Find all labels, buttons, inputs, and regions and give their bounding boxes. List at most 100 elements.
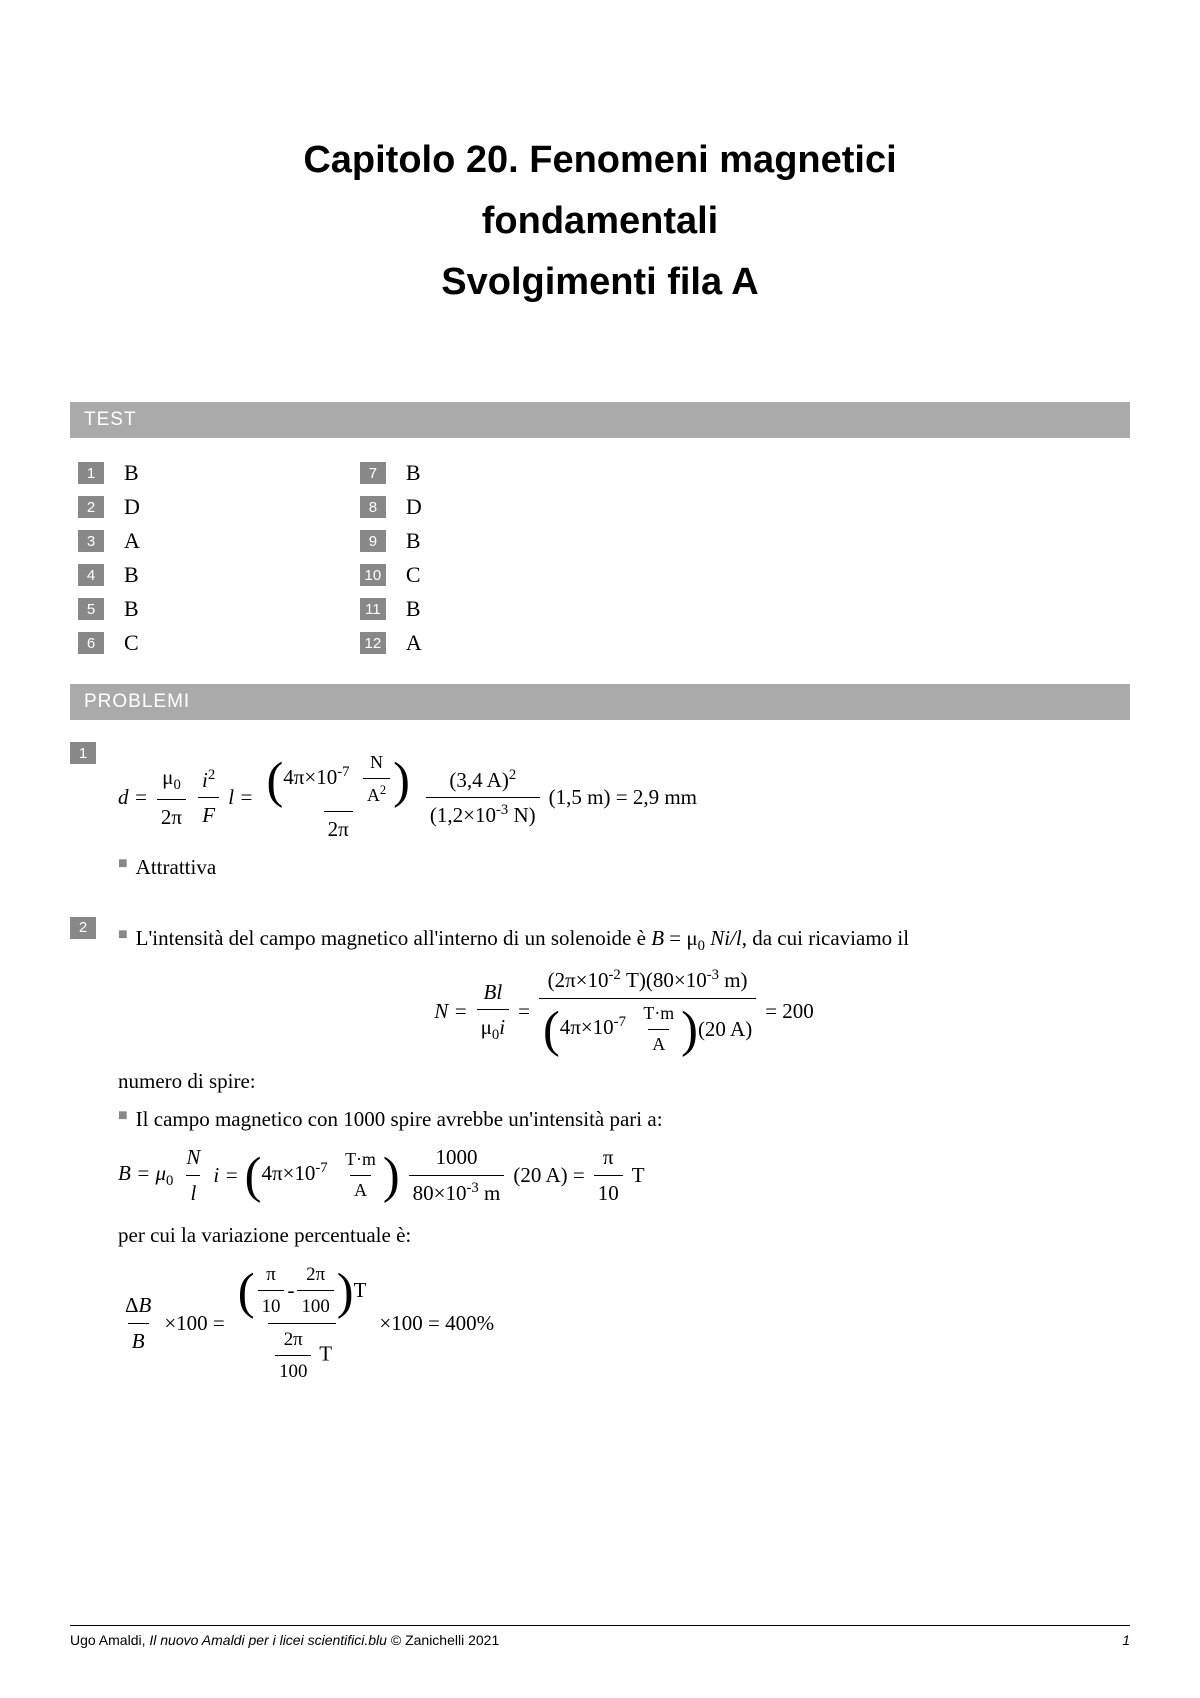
- question-number: 2: [78, 496, 104, 518]
- answer-letter: B: [406, 460, 421, 486]
- problems-block: 1 d = μ0 2π i2 F l = ( 4π×10-7: [70, 742, 1130, 1393]
- test-row: 7B: [360, 460, 422, 486]
- fraction: (3,4 A)2 (1,2×10-3 N): [426, 765, 540, 831]
- answer-letter: B: [406, 528, 421, 554]
- math-text: -7: [337, 765, 349, 781]
- math-text: -3: [496, 802, 508, 818]
- math-text: 100: [275, 1355, 311, 1385]
- fraction: ΔB B: [121, 1290, 155, 1356]
- answer-letter: C: [124, 630, 139, 656]
- math-text: ×100 =: [164, 1308, 224, 1338]
- problem-2-text1: ■ L'intensità del campo magnetico all'in…: [118, 923, 1130, 958]
- problem-2-text3: ■ Il campo magnetico con 1000 spire avre…: [118, 1104, 1130, 1134]
- question-number: 11: [360, 598, 386, 620]
- math-text: B: [139, 1293, 152, 1317]
- fraction: 1000 80×10-3 m: [409, 1142, 505, 1208]
- fraction: i2 F: [198, 765, 219, 831]
- math-text: m: [479, 1181, 501, 1205]
- question-number: 9: [360, 530, 386, 552]
- math-text: T)(80×10: [621, 968, 707, 992]
- body-text: Ni/l: [705, 926, 742, 950]
- math-text: F: [198, 797, 219, 830]
- answer-letter: D: [406, 494, 422, 520]
- math-text: 10: [258, 1290, 285, 1320]
- math-text: N: [182, 1142, 204, 1174]
- title-line-1: Capitolo 20. Fenomeni magnetici: [70, 130, 1130, 191]
- bullet-icon: ■: [118, 1104, 128, 1127]
- test-row: 1B: [78, 460, 140, 486]
- test-row: 6C: [78, 630, 140, 656]
- math-text: B: [128, 1323, 149, 1356]
- problem-1: 1 d = μ0 2π i2 F l = ( 4π×10-7: [70, 742, 1130, 889]
- math-text: N =: [434, 996, 467, 1026]
- math-text: μ: [481, 1015, 492, 1039]
- math-text: 2π: [157, 799, 186, 832]
- fraction: π 10: [594, 1142, 623, 1208]
- problem-1-bullet: ■ Attrattiva: [118, 852, 1130, 882]
- math-text: 2π: [280, 1326, 307, 1355]
- footer-publisher: © Zanichelli 2021: [387, 1632, 499, 1648]
- answer-letter: B: [406, 596, 421, 622]
- footer-author: Ugo Amaldi,: [70, 1632, 149, 1648]
- question-number: 8: [360, 496, 386, 518]
- math-text: π: [262, 1261, 280, 1290]
- test-row: 11 B: [360, 596, 422, 622]
- question-number: 7: [360, 462, 386, 484]
- body-text: B: [651, 926, 664, 950]
- math-text: (1,5 m) = 2,9 mm: [549, 782, 697, 812]
- math-text: l: [186, 1175, 200, 1208]
- math-text: T·m: [639, 1001, 678, 1029]
- problem-2-text4: per cui la variazione percentuale è:: [118, 1220, 1130, 1250]
- math-text: -7: [614, 1014, 626, 1030]
- math-text: 2π: [324, 811, 353, 844]
- math-text: A: [350, 1175, 371, 1204]
- math-text: μ: [162, 765, 173, 789]
- math-text: 10: [594, 1175, 623, 1208]
- body-text: L'intensità del campo magnetico all'inte…: [136, 926, 652, 950]
- title-line-2: fondamentali: [70, 191, 1130, 252]
- problem-number: 2: [70, 917, 96, 939]
- math-text: T: [632, 1160, 645, 1190]
- math-text: ×100 = 400%: [379, 1308, 494, 1338]
- problem-2-content: ■ L'intensità del campo magnetico all'in…: [118, 917, 1130, 1393]
- bullet-text: Attrattiva: [136, 852, 216, 882]
- math-text: 100: [297, 1290, 333, 1320]
- math-text: T·m: [341, 1147, 380, 1175]
- math-text: T: [354, 1275, 367, 1305]
- question-number: 4: [78, 564, 104, 586]
- paren-group: ( 4π×10-7 T·m A ): [245, 1147, 400, 1204]
- problem-2-formula-N: N = Bl μ0i = (2π×10-2 T)(80×10-3 m) ( 4π…: [118, 965, 1130, 1057]
- title-line-3: Svolgimenti fila A: [70, 252, 1130, 313]
- problem-2: 2 ■ L'intensità del campo magnetico all'…: [70, 917, 1130, 1393]
- problem-1-content: d = μ0 2π i2 F l = ( 4π×10-7 N: [118, 742, 1130, 889]
- title-block: Capitolo 20. Fenomeni magnetici fondamen…: [70, 130, 1130, 312]
- math-text: 1000: [432, 1142, 482, 1174]
- answer-letter: B: [124, 460, 139, 486]
- fraction: ( 4π×10-7 N A2 ) 2π: [262, 750, 413, 844]
- body-text: Il campo magnetico con 1000 spire avrebb…: [136, 1104, 663, 1134]
- math-text: A: [648, 1029, 669, 1058]
- test-row: 2D: [78, 494, 140, 520]
- math-text: i =: [213, 1160, 238, 1190]
- math-text: A: [367, 785, 380, 805]
- test-row: 4B: [78, 562, 140, 588]
- math-text: -7: [315, 1160, 327, 1176]
- math-text: m): [719, 968, 748, 992]
- math-text: -3: [707, 967, 719, 983]
- math-text: 2π: [302, 1261, 329, 1290]
- math-text: N: [366, 750, 387, 778]
- math-text: 4π×10: [560, 1015, 614, 1039]
- problem-2-text2: numero di spire:: [118, 1066, 1130, 1096]
- question-number: 6: [78, 632, 104, 654]
- math-text: d =: [118, 782, 148, 812]
- question-number: 12: [360, 632, 386, 654]
- test-row: 9B: [360, 528, 422, 554]
- math-text: π: [599, 1142, 618, 1174]
- fraction: N l: [182, 1142, 204, 1208]
- answer-letter: B: [124, 562, 139, 588]
- test-col-1: 1B 2D 3A 4B 5B 6C: [78, 460, 140, 656]
- math-text: N): [508, 803, 535, 827]
- body-text: , da cui ricaviamo il: [742, 926, 909, 950]
- test-row: 5B: [78, 596, 140, 622]
- test-answer-grid: 1B 2D 3A 4B 5B 6C 7B 8D 9B 10C 11B 12A: [70, 460, 1130, 656]
